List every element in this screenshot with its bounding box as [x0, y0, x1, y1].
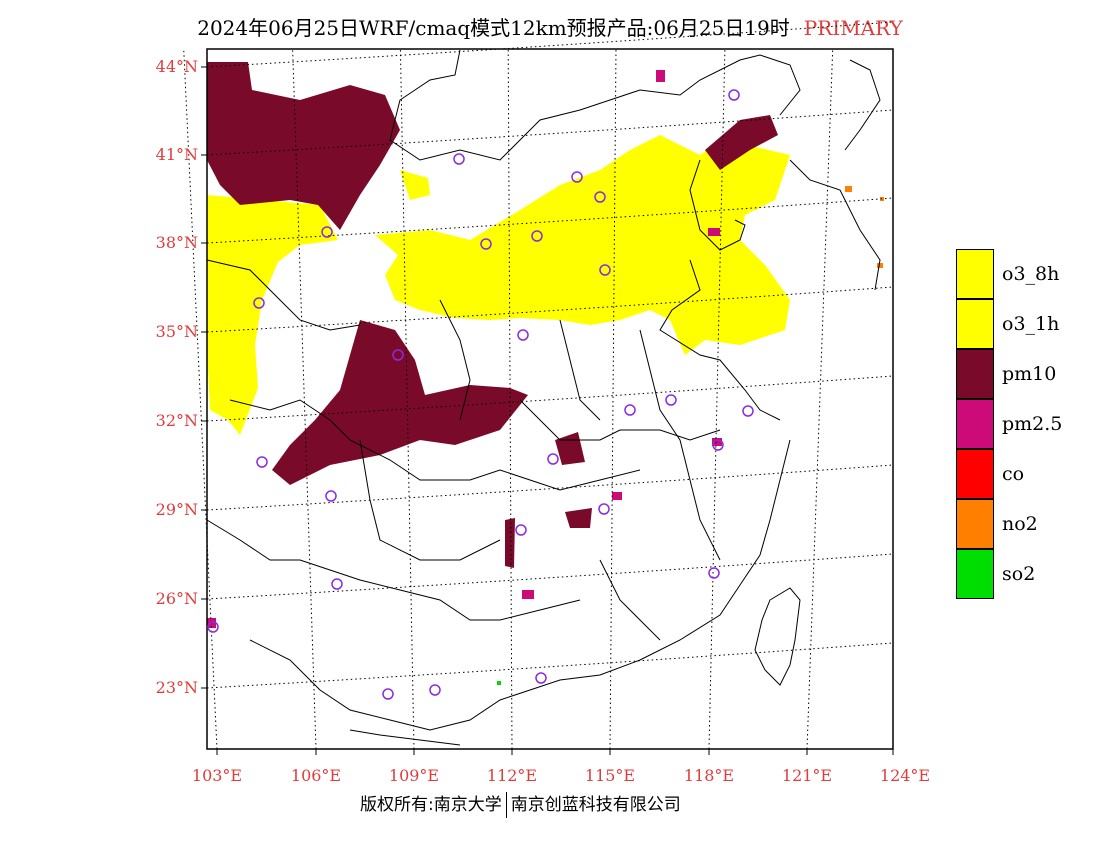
legend-swatch	[956, 299, 994, 349]
station-marker	[321, 226, 333, 238]
station-marker	[517, 329, 529, 341]
legend-label: co	[1002, 463, 1025, 485]
footer-right: 南京创蓝科技有限公司	[510, 795, 681, 815]
copyright-footer: 版权所有:南京大学 南京创蓝科技有限公司	[360, 790, 681, 818]
lat-tick-label: 26°N	[155, 589, 198, 608]
title-tag: PRIMARY	[803, 16, 903, 40]
title-main: 2024年06月25日WRF/cmaq模式12km预报产品:06月25日19时	[197, 16, 790, 40]
station-marker	[712, 439, 724, 451]
parallel-line	[206, 375, 894, 422]
legend-label: o3_8h	[1002, 263, 1060, 285]
station-marker	[531, 230, 543, 242]
lon-tick-label: 103°E	[191, 766, 243, 785]
station-marker	[598, 503, 610, 515]
station-marker	[571, 171, 583, 183]
lon-tick-label: 115°E	[584, 766, 636, 785]
so2-region	[497, 681, 501, 685]
station-marker	[742, 405, 754, 417]
parallel-line	[206, 553, 894, 600]
lon-tick-label: 118°E	[683, 766, 735, 785]
parallel-line	[206, 464, 894, 511]
station-marker	[515, 524, 527, 536]
legend-swatch	[956, 249, 994, 299]
lat-tick-label: 38°N	[155, 233, 198, 252]
lon-tick-label: 106°E	[290, 766, 342, 785]
station-marker	[480, 238, 492, 250]
parallel-line	[206, 21, 894, 68]
station-marker	[325, 490, 337, 502]
lon-tick-label: 121°E	[781, 766, 833, 785]
parallel-line	[206, 642, 894, 689]
lon-tick-label: 109°E	[388, 766, 440, 785]
no2-region	[845, 186, 884, 268]
station-marker	[599, 264, 611, 276]
legend-label: so2	[1002, 563, 1036, 585]
station-marker	[256, 456, 268, 468]
station-marker	[708, 567, 720, 579]
lon-tick-label: 112°E	[486, 766, 538, 785]
lon-tick-label: 124°E	[879, 766, 931, 785]
map-title: 2024年06月25日WRF/cmaq模式12km预报产品:06月25日19时 P…	[0, 12, 1100, 41]
lat-tick-label: 29°N	[155, 500, 198, 519]
parallel-line	[206, 286, 894, 333]
station-marker	[594, 191, 606, 203]
legend-swatch	[956, 549, 994, 599]
station-markers	[207, 89, 754, 700]
station-marker	[207, 621, 219, 633]
station-marker	[453, 153, 465, 165]
station-marker	[665, 394, 677, 406]
footer-separator	[505, 792, 507, 818]
station-marker	[429, 684, 441, 696]
legend-label: o3_1h	[1002, 313, 1060, 335]
footer-left: 版权所有:南京大学	[360, 795, 502, 815]
lat-tick-label: 35°N	[155, 322, 198, 341]
boundary-lines	[206, 49, 881, 746]
legend-swatch	[956, 449, 994, 499]
parallel-line	[206, 109, 894, 156]
station-marker	[331, 578, 343, 590]
legend-label: no2	[1002, 513, 1038, 535]
station-marker	[624, 404, 636, 416]
station-marker	[535, 672, 547, 684]
station-marker	[547, 453, 559, 465]
meridian-line	[609, 48, 617, 750]
tick-marks	[201, 66, 894, 755]
station-marker	[728, 89, 740, 101]
map-frame	[206, 48, 894, 750]
station-marker	[382, 688, 394, 700]
lat-tick-label: 44°N	[155, 57, 198, 76]
grid-lines	[183, 21, 894, 750]
legend-swatch	[956, 399, 994, 449]
lat-tick-label: 41°N	[155, 145, 198, 164]
parallel-line	[206, 197, 894, 244]
station-marker	[253, 297, 265, 309]
station-marker	[392, 349, 404, 361]
lat-tick-label: 32°N	[155, 411, 198, 430]
lat-tick-label: 23°N	[155, 678, 198, 697]
legend-swatch	[956, 349, 994, 399]
legend-label: pm2.5	[1002, 413, 1063, 435]
meridian-line	[806, 48, 834, 750]
legend-swatch	[956, 499, 994, 549]
legend-label: pm10	[1002, 363, 1057, 385]
